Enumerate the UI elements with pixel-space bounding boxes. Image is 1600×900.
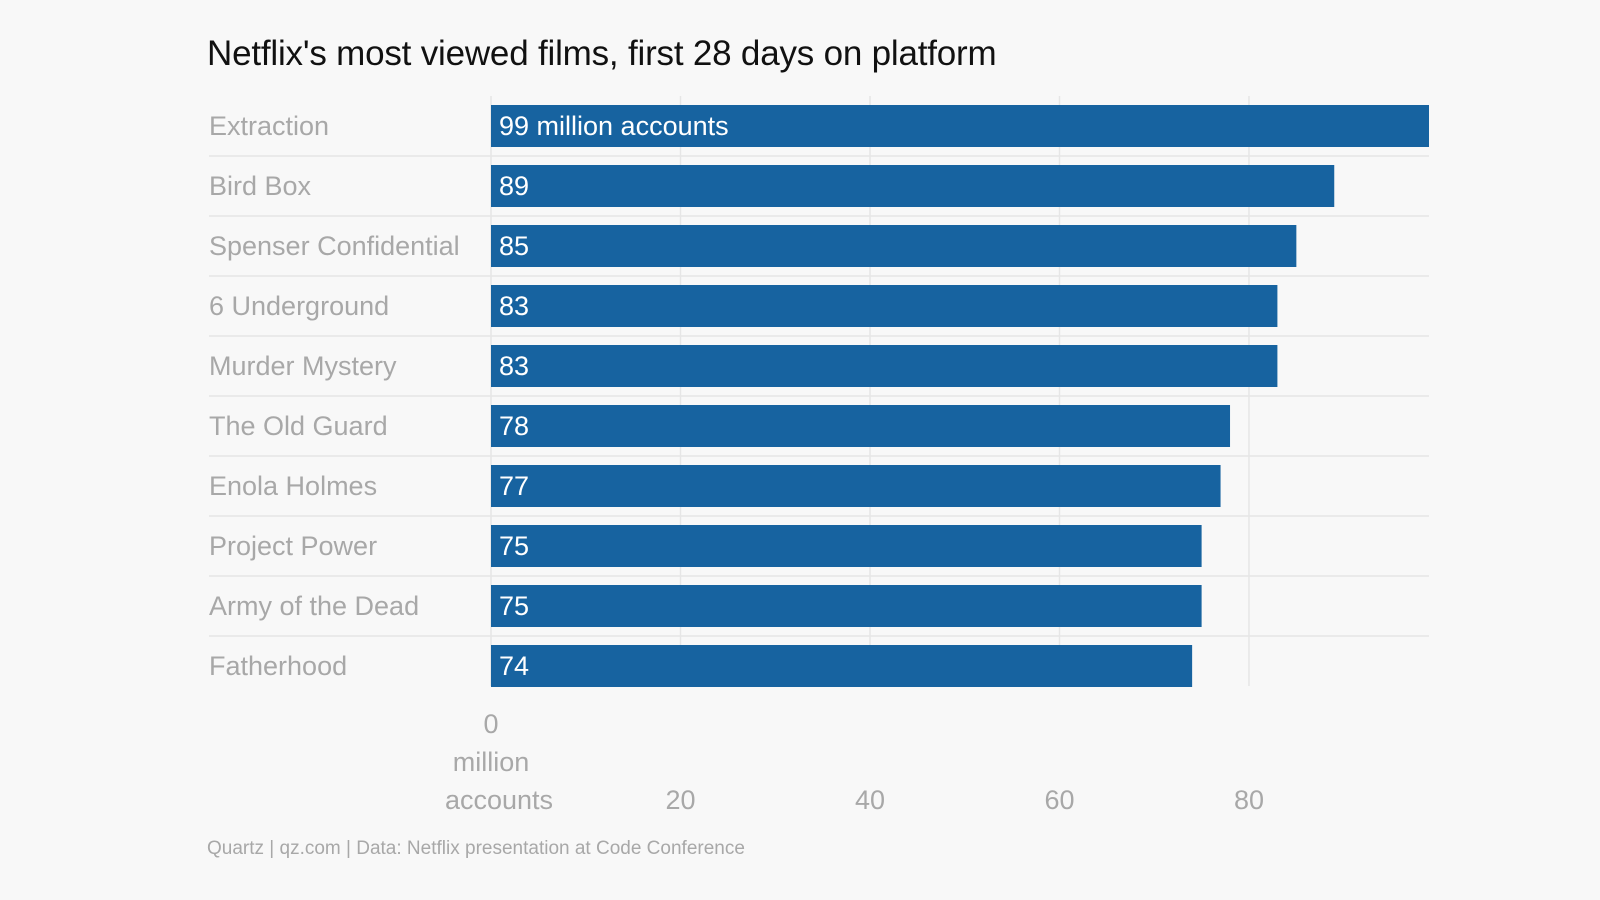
category-label: Bird Box: [209, 171, 312, 201]
bar-value-label: 85: [499, 231, 529, 261]
category-label: Fatherhood: [209, 651, 347, 681]
chart-title: Netflix's most viewed films, first 28 da…: [207, 34, 997, 73]
source-note: Quartz | qz.com | Data: Netflix presenta…: [207, 838, 745, 859]
category-label: Project Power: [209, 531, 377, 561]
bar-extraction: [491, 105, 1429, 147]
x-tick-label-20: 20: [665, 785, 695, 815]
category-label: Army of the Dead: [209, 591, 419, 621]
bar-bird-box: [491, 165, 1335, 207]
category-label: Spenser Confidential: [209, 231, 460, 261]
row-separators: [209, 155, 1429, 637]
bar-value-label: 77: [499, 471, 529, 501]
bar-value-label: 78: [499, 411, 529, 441]
category-labels: Extraction Bird Box Spenser Confidential 6 …: [209, 111, 460, 681]
x-tick-label-40: 40: [855, 785, 885, 815]
category-label: Enola Holmes: [209, 471, 377, 501]
bar-murder-mystery: [491, 345, 1278, 387]
bar-project-power: [491, 525, 1202, 567]
bar-fatherhood: [491, 645, 1193, 687]
bar-value-label: 75: [499, 591, 529, 621]
category-label: 6 Underground: [209, 291, 389, 321]
bar-value-label: 83: [499, 291, 529, 321]
bar-spenser-confidential: [491, 225, 1297, 267]
bar-value-label: 99 million accounts: [499, 111, 729, 141]
x-axis-ticks: 0 million accounts 20 40 60 80: [445, 709, 1264, 815]
bar-value-label: 75: [499, 531, 529, 561]
bar-value-label: 83: [499, 351, 529, 381]
bar-value-label: 89: [499, 171, 529, 201]
bars: 99 million accounts 89 85 83 83 78 77 75 75 74: [491, 105, 1429, 687]
x-tick-label-0: 0 million accounts: [445, 709, 553, 815]
category-label: Murder Mystery: [209, 351, 397, 381]
bar-army-of-the-dead: [491, 585, 1202, 627]
x-tick-label-80: 80: [1234, 785, 1264, 815]
bar-enola-holmes: [491, 465, 1221, 507]
x-tick-label-60: 60: [1044, 785, 1074, 815]
bar-value-label: 74: [499, 651, 529, 681]
bar-the-old-guard: [491, 405, 1231, 447]
category-label: The Old Guard: [209, 411, 388, 441]
bar-6-underground: [491, 285, 1278, 327]
category-label: Extraction: [209, 111, 329, 141]
